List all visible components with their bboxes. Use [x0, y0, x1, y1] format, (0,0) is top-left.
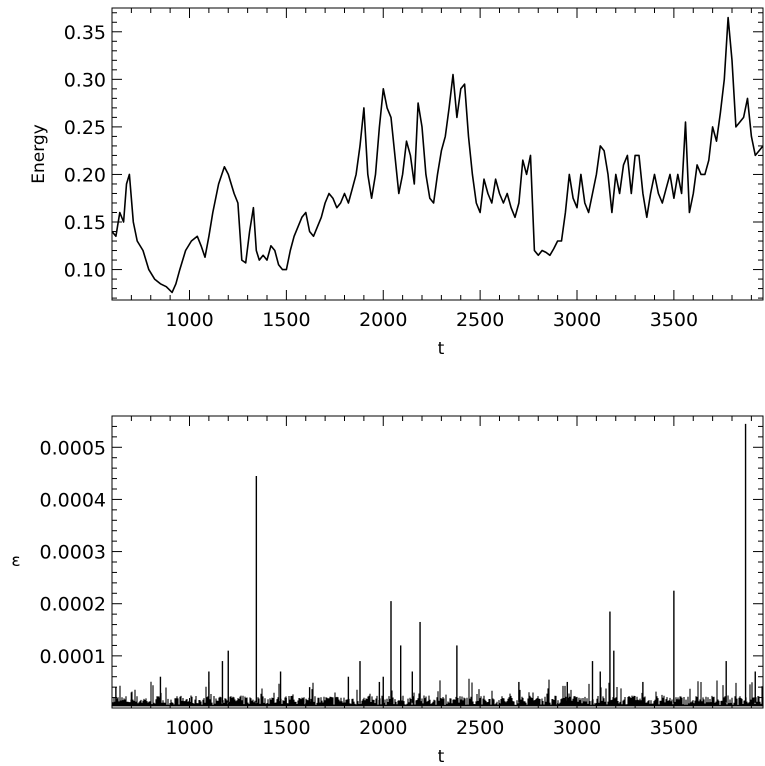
y-tick-label: 0.10 — [64, 260, 106, 282]
epsilon-plot-ticks — [111, 415, 763, 709]
x-tick-label: 2500 — [456, 717, 504, 739]
epsilon-noise-band — [111, 678, 764, 707]
x-tick-label: 1500 — [262, 717, 310, 739]
x-tick-label: 1000 — [165, 309, 213, 331]
y-tick-label: 0.0002 — [40, 594, 106, 616]
y-tick-label: 0.35 — [64, 22, 106, 44]
epsilon-plot-y-axis-title: ε — [11, 551, 20, 571]
energy-series-line — [111, 16, 764, 294]
energy-plot-x-axis-title: t — [438, 339, 445, 359]
epsilon-spikes — [115, 423, 756, 703]
x-tick-label: 2000 — [359, 309, 407, 331]
x-tick-label: 2000 — [359, 717, 407, 739]
energy-plot-frame — [111, 7, 764, 301]
x-tick-label: 1000 — [165, 717, 213, 739]
x-tick-label: 1500 — [262, 309, 310, 331]
energy-plot: 1000 1500 2000 2500 3000 3500 0.10 0.15 0.20 0.25… — [29, 7, 764, 359]
x-tick-label: 3000 — [553, 717, 601, 739]
energy-plot-y-axis-title: Energy — [29, 124, 49, 184]
epsilon-plot: 1000 1500 2000 2500 3000 3500 0.0001 0.0002 0.00… — [11, 415, 764, 766]
epsilon-plot-x-axis-title: t — [438, 747, 445, 766]
epsilon-noise-path — [111, 678, 764, 707]
y-tick-label: 0.0003 — [40, 542, 106, 564]
energy-plot-tick-labels: 1000 1500 2000 2500 3000 3500 0.10 0.15 0.20 0.25… — [64, 22, 698, 331]
epsilon-plot-frame — [111, 415, 764, 709]
y-tick-label: 0.30 — [64, 69, 106, 91]
x-tick-label: 3500 — [650, 717, 698, 739]
x-tick-label: 3000 — [553, 309, 601, 331]
y-tick-label: 0.15 — [64, 212, 106, 234]
y-tick-label: 0.25 — [64, 117, 106, 139]
y-tick-label: 0.0004 — [40, 489, 106, 511]
y-tick-label: 0.0001 — [40, 646, 106, 668]
x-tick-label: 3500 — [650, 309, 698, 331]
y-tick-label: 0.0005 — [40, 437, 106, 459]
x-tick-label: 2500 — [456, 309, 504, 331]
y-tick-label: 0.20 — [64, 164, 106, 186]
epsilon-plot-tick-labels: 1000 1500 2000 2500 3000 3500 0.0001 0.0002 0.00… — [40, 437, 699, 739]
energy-plot-ticks — [111, 8, 763, 300]
